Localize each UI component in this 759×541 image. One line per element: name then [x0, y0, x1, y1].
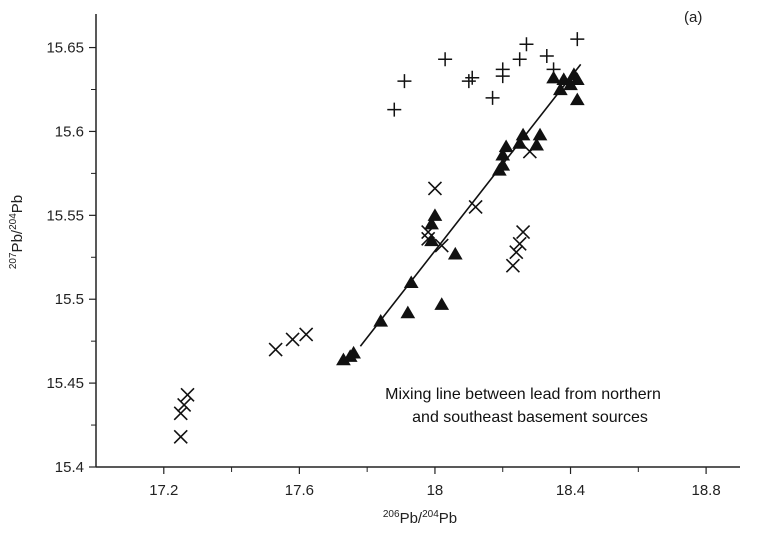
x-title-sup2: 204: [422, 509, 439, 520]
triangle-marker: [563, 77, 578, 91]
y-title-base2: Pb: [9, 195, 26, 213]
plus-marker: [570, 32, 585, 47]
x-ticks: 17.2 17.6 18 18.4 18.8: [149, 467, 721, 499]
plus-marker: [387, 102, 402, 117]
triangle-marker: [447, 246, 463, 260]
cross-marker: [180, 387, 195, 402]
cross-marker: [173, 406, 188, 421]
plus-marker: [519, 37, 534, 52]
triangle-marker: [424, 216, 439, 230]
y-title-sup1: 207: [8, 252, 19, 269]
plus-marker: [485, 90, 500, 105]
triangle-marker: [495, 147, 511, 161]
y-title-sup2: 204: [8, 213, 19, 230]
y-tick-label: 15.45: [46, 375, 84, 392]
y-tick-label: 15.6: [55, 123, 84, 140]
triangle-marker: [569, 92, 585, 106]
triangle-marker: [495, 158, 511, 171]
plus-marker: [512, 52, 527, 67]
cross-marker: [427, 181, 443, 196]
x-axis-title: 206Pb/204Pb: [383, 509, 457, 527]
triangle-marker: [529, 137, 544, 151]
triangle-marker: [346, 345, 361, 359]
annotation-line-2: and southeast basement sources: [412, 409, 648, 426]
panel-label: (a): [684, 9, 702, 26]
y-tick-label: 15.55: [46, 207, 84, 224]
cross-marker: [177, 397, 192, 412]
plus-marker: [397, 74, 412, 89]
y-tick-label: 15.4: [55, 459, 84, 476]
y-tick-label: 15.5: [55, 291, 84, 308]
plus-marker: [495, 62, 510, 77]
cross-marker: [505, 258, 520, 273]
cross-marker: [434, 238, 449, 253]
triangle-marker: [546, 70, 561, 84]
x-tick-label: 18: [427, 482, 444, 499]
cross-marker: [285, 332, 300, 347]
triangle-marker: [556, 72, 572, 86]
x-title-base2: Pb: [439, 510, 457, 527]
x-tick-label: 17.6: [285, 482, 314, 499]
x-tick-label: 17.2: [149, 482, 178, 499]
triangle-marker: [373, 314, 389, 327]
triangle-marker: [336, 352, 351, 366]
cross-marker: [509, 245, 524, 260]
y-axis-title: 207Pb/204Pb: [8, 195, 26, 269]
triangle-marker: [553, 82, 568, 96]
axes: 17.2 17.6 18 18.4 18.8 15.415.4515.515.5515.…: [46, 14, 740, 499]
cross-marker: [173, 429, 188, 444]
cross-marker: [468, 199, 483, 215]
triangle-marker: [515, 127, 531, 141]
mixing-line: [359, 63, 582, 347]
triangle-marker: [427, 208, 443, 221]
plus-marker: [465, 70, 480, 85]
x-tick-label: 18.4: [556, 482, 585, 499]
cross-marker: [516, 225, 531, 240]
triangle-marker: [512, 136, 528, 149]
plus-marker: [438, 52, 453, 67]
triangle-marker: [532, 127, 548, 141]
x-title-sup1: 206: [383, 509, 400, 520]
x-tick-label: 18.8: [692, 482, 721, 499]
cross-marker: [268, 342, 283, 357]
plus-marker: [461, 74, 476, 89]
annotation-line-1: Mixing line between lead from northern: [385, 386, 661, 403]
plus-marker: [539, 48, 554, 63]
triangle-marker: [400, 305, 416, 319]
cross-marker: [512, 236, 527, 251]
cross-marker: [299, 327, 314, 342]
triangle-marker: [498, 139, 514, 153]
triangle-marker: [403, 275, 419, 289]
y-ticks: 15.4 15.45 15.5 15.55 15.6 15.65: [46, 40, 96, 476]
y-tick-label: 15.65: [46, 40, 84, 57]
triangle-marker: [434, 297, 450, 310]
data-points: [173, 32, 585, 444]
triangle-marker: [424, 233, 439, 247]
x-title-base1: Pb/: [400, 510, 423, 527]
y-title-base1: Pb/: [9, 229, 26, 252]
triangle-marker: [569, 72, 585, 86]
